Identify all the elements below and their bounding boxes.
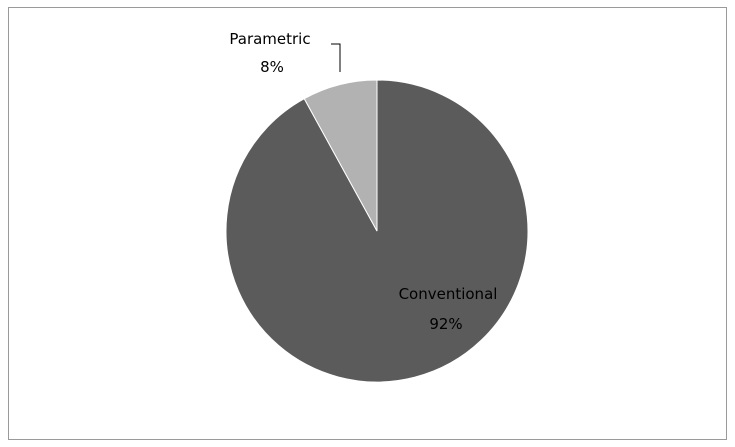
conventional-percent: 92% [429,315,462,333]
pie-slices [225,79,529,383]
parametric-label: Parametric [229,30,310,48]
pie-slice-parametric [303,79,378,232]
parametric-leader-line [331,43,341,72]
conventional-label: Conventional [399,285,498,303]
parametric-percent: 8% [260,58,284,76]
